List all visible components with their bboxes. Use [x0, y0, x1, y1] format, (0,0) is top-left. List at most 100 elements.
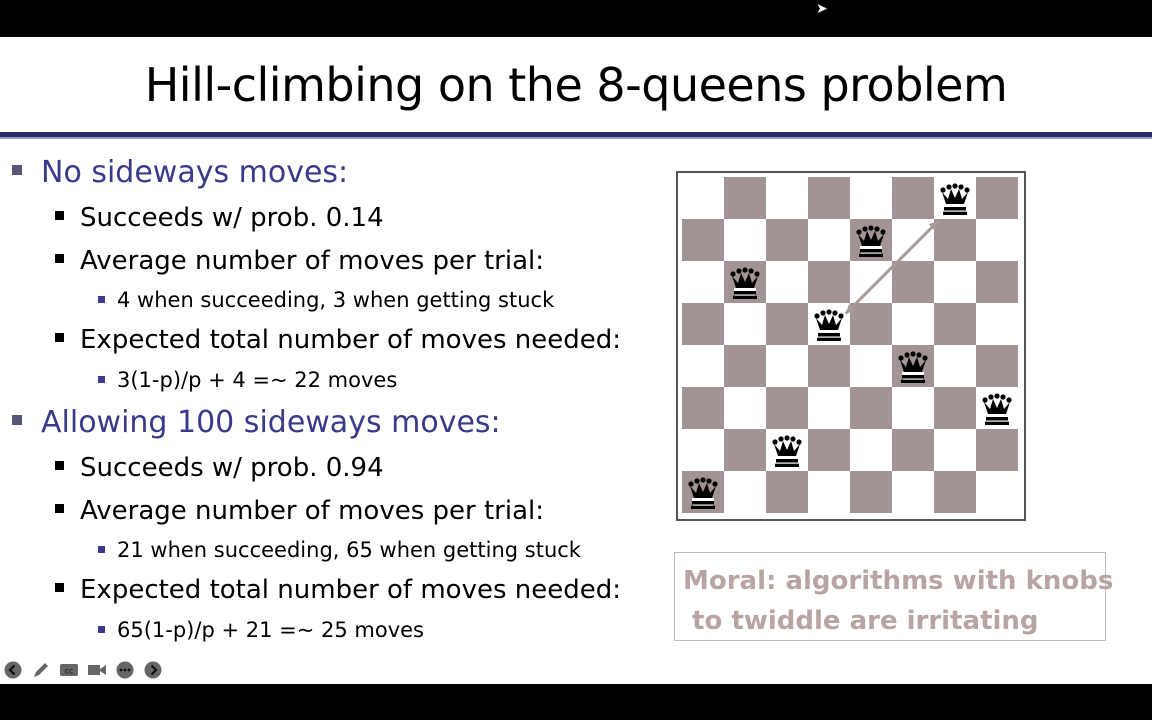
sub-bullet-item: 21 when succeeding, 65 when getting stuc… [98, 538, 581, 562]
board-grid [682, 177, 1018, 513]
board-square [976, 219, 1018, 261]
board-square [976, 471, 1018, 513]
board-square [766, 345, 808, 387]
board-square [850, 471, 892, 513]
bullet-icon [55, 254, 64, 263]
board-square [850, 345, 892, 387]
video-icon[interactable] [87, 660, 107, 680]
board-square [934, 429, 976, 471]
bullet-icon [55, 211, 64, 220]
board-square [934, 219, 976, 261]
board-square [724, 345, 766, 387]
bullet-icon [55, 461, 64, 470]
bottom-bar [0, 684, 1152, 720]
bullet-item: Expected total number of moves needed: [55, 325, 621, 355]
sub-bullet-item: 4 when succeeding, 3 when getting stuck [98, 288, 554, 312]
board-square [892, 177, 934, 219]
bullet-icon [98, 625, 105, 633]
board-square [892, 429, 934, 471]
moral-box: Moral: algorithms with knobs to twiddle … [674, 552, 1113, 641]
board-square [724, 471, 766, 513]
sub-bullet-item: 65(1-p)/p + 21 =~ 25 moves [98, 618, 424, 642]
bullet-icon [12, 414, 22, 425]
board-square [682, 177, 724, 219]
queen-icon [850, 219, 892, 261]
board-square [850, 303, 892, 345]
board-square [766, 261, 808, 303]
bullet-icon [55, 583, 64, 592]
board-square [724, 177, 766, 219]
queen-icon [682, 471, 724, 513]
section-heading-no-sideways: No sideways moves: [12, 155, 348, 190]
board-square [892, 219, 934, 261]
board-square [766, 387, 808, 429]
board-square [892, 471, 934, 513]
board-square [976, 429, 1018, 471]
board-square [682, 345, 724, 387]
bullet-icon [98, 295, 105, 303]
moral-text: Moral: algorithms with knobs to twiddle … [683, 566, 1114, 636]
board-square [850, 177, 892, 219]
pen-icon[interactable] [31, 660, 51, 680]
board-square [724, 387, 766, 429]
board-square [976, 261, 1018, 303]
bullet-item: Expected total number of moves needed: [55, 575, 621, 605]
board-square [934, 261, 976, 303]
bullet-icon [98, 545, 105, 553]
board-square [766, 177, 808, 219]
board-square [808, 471, 850, 513]
title-divider-shadow [0, 137, 1152, 139]
chess-board [676, 171, 1026, 521]
board-square [724, 429, 766, 471]
board-square [892, 303, 934, 345]
bullet-item: Average number of moves per trial: [55, 246, 544, 276]
queen-icon [724, 261, 766, 303]
board-square [808, 177, 850, 219]
bullet-icon [55, 333, 64, 342]
board-square [766, 471, 808, 513]
board-square [934, 471, 976, 513]
slide-title: Hill-climbing on the 8-queens problem [144, 58, 1008, 112]
board-square [808, 219, 850, 261]
bullet-item: Average number of moves per trial: [55, 496, 544, 526]
board-square [724, 303, 766, 345]
top-bar: ➤ [0, 0, 1152, 37]
board-square [766, 219, 808, 261]
board-square [808, 387, 850, 429]
bullet-icon [55, 504, 64, 513]
board-square [766, 303, 808, 345]
board-square [850, 261, 892, 303]
bullet-icon [98, 375, 105, 383]
board-square [892, 387, 934, 429]
board-square [808, 261, 850, 303]
sub-bullet-item: 3(1-p)/p + 4 =~ 22 moves [98, 368, 397, 392]
queen-icon [976, 387, 1018, 429]
back-icon[interactable] [3, 660, 23, 680]
queen-icon [766, 429, 808, 471]
bullet-icon [12, 164, 22, 175]
board-square [934, 303, 976, 345]
mouse-cursor-icon: ➤ [816, 1, 828, 17]
bullet-item: Succeeds w/ prob. 0.94 [55, 453, 384, 483]
board-square [976, 177, 1018, 219]
board-square [934, 387, 976, 429]
bullet-item: Succeeds w/ prob. 0.14 [55, 203, 384, 233]
svg-text:cc: cc [65, 667, 74, 676]
board-square [976, 345, 1018, 387]
board-square [892, 261, 934, 303]
forward-icon[interactable] [143, 660, 163, 680]
board-square [682, 261, 724, 303]
queen-icon [892, 345, 934, 387]
captions-icon[interactable]: cc [59, 660, 79, 680]
board-square [682, 303, 724, 345]
board-square [808, 345, 850, 387]
board-square [850, 429, 892, 471]
board-square [850, 387, 892, 429]
board-square [724, 219, 766, 261]
more-icon[interactable] [115, 660, 135, 680]
board-square [976, 303, 1018, 345]
board-square [682, 219, 724, 261]
queen-icon [808, 303, 850, 345]
board-square [682, 429, 724, 471]
section-heading-allowing-sideways: Allowing 100 sideways moves: [12, 405, 501, 440]
